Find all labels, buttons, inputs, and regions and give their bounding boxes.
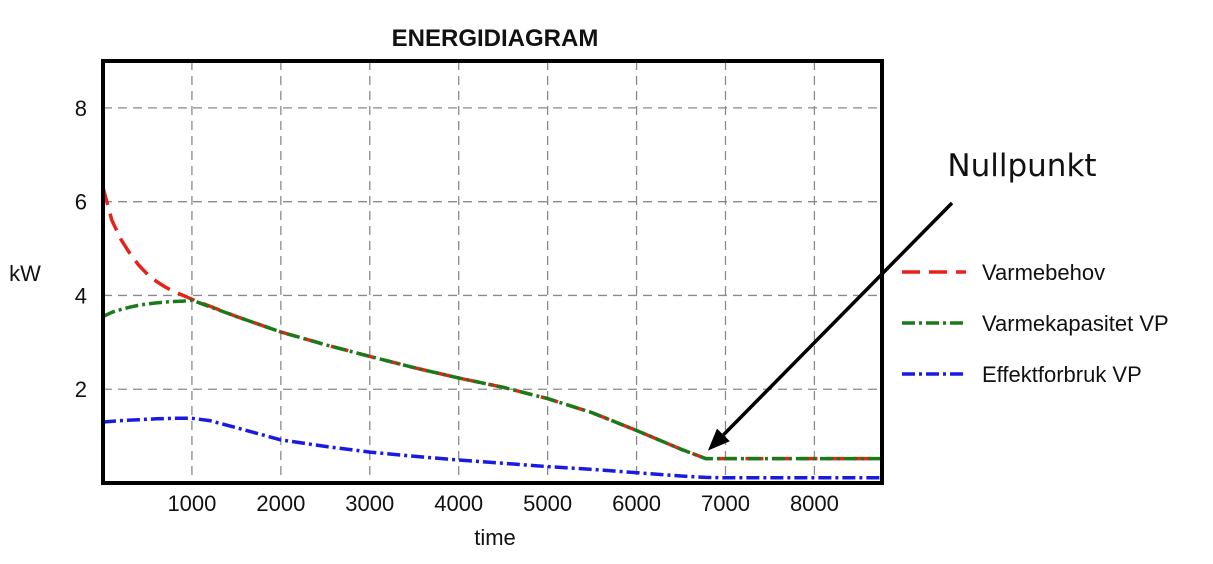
- legend-label: Varmekapasitet VP: [982, 311, 1169, 336]
- ticks: 1000 2000 3000 4000 5000 6000 7000 8000 2 4 6 8: [75, 96, 839, 516]
- x-tick-label: 8000: [790, 491, 839, 516]
- x-tick-label: 4000: [434, 491, 483, 516]
- nullpunkt-annotation: Nullpunkt: [707, 148, 1097, 451]
- y-axis-label: kW: [9, 261, 41, 286]
- legend: Varmebehov Varmekapasitet VP Effektforbruk…: [902, 260, 1169, 387]
- x-tick-label: 3000: [345, 491, 394, 516]
- legend-label: Varmebehov: [982, 260, 1105, 285]
- series-line-3: [102, 416, 882, 480]
- annotation-label: Nullpunkt: [947, 148, 1096, 184]
- x-tick-label: 5000: [523, 491, 572, 516]
- series-line-1: [101, 187, 882, 461]
- x-tick-label: 7000: [701, 491, 750, 516]
- legend-label: Effektforbruk VP: [982, 362, 1142, 387]
- y-tick-label: 6: [75, 190, 87, 215]
- y-tick-label: 8: [75, 96, 87, 121]
- series-lines: [101, 187, 882, 480]
- y-tick-label: 4: [75, 283, 87, 308]
- grid: [103, 61, 882, 483]
- x-tick-label: 2000: [256, 491, 305, 516]
- y-tick-label: 2: [75, 377, 87, 402]
- arrow-head-icon: [707, 428, 730, 451]
- x-axis-label: time: [474, 525, 516, 550]
- x-tick-label: 6000: [612, 491, 661, 516]
- series-line-2: [102, 298, 882, 461]
- annotation-arrow-icon: [722, 201, 954, 437]
- x-tick-label: 1000: [167, 491, 216, 516]
- plot-frame: [101, 59, 884, 485]
- chart-title: ENERGIDIAGRAM: [392, 25, 599, 52]
